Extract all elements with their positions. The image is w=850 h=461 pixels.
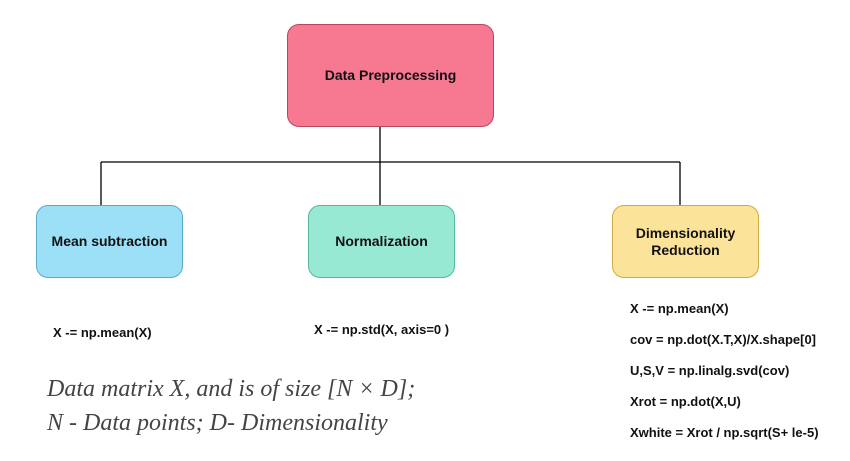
dimensionality-code-line: X -= np.mean(X) xyxy=(630,301,729,316)
normalization-code: X -= np.std(X, axis=0 ) xyxy=(314,322,450,337)
data-preprocessing-label: Data Preprocessing xyxy=(324,67,457,84)
data-preprocessing-node: Data Preprocessing xyxy=(287,24,494,127)
mean-subtraction-node: Mean subtraction xyxy=(36,205,183,278)
normalization-node: Normalization xyxy=(308,205,455,278)
caption-line-2: N - Data points; D- Dimensionality xyxy=(47,410,388,436)
dimensionality-reduction-label: Dimensionality Reduction xyxy=(635,224,736,258)
dimensionality-code-list: X -= np.mean(X) cov = np.dot(X.T,X)/X.sh… xyxy=(630,300,819,455)
caption-line-1: Data matrix X, and is of size [N × D]; xyxy=(47,376,416,402)
dimensionality-reduction-node: Dimensionality Reduction xyxy=(612,205,759,278)
normalization-label: Normalization xyxy=(335,233,428,250)
dimensionality-code-line: U,S,V = np.linalg.svd(cov) xyxy=(630,363,790,378)
caption: Data matrix X, and is of size [N × D]; N… xyxy=(47,372,415,440)
mean-subtraction-code: X -= np.mean(X) xyxy=(53,325,152,340)
dimensionality-code-line: Xrot = np.dot(X,U) xyxy=(630,394,741,409)
dimensionality-code-line: Xwhite = Xrot / np.sqrt(S+ le-5) xyxy=(630,425,819,440)
dimensionality-code-line: cov = np.dot(X.T,X)/X.shape[0] xyxy=(630,332,816,347)
mean-subtraction-label: Mean subtraction xyxy=(51,233,168,250)
